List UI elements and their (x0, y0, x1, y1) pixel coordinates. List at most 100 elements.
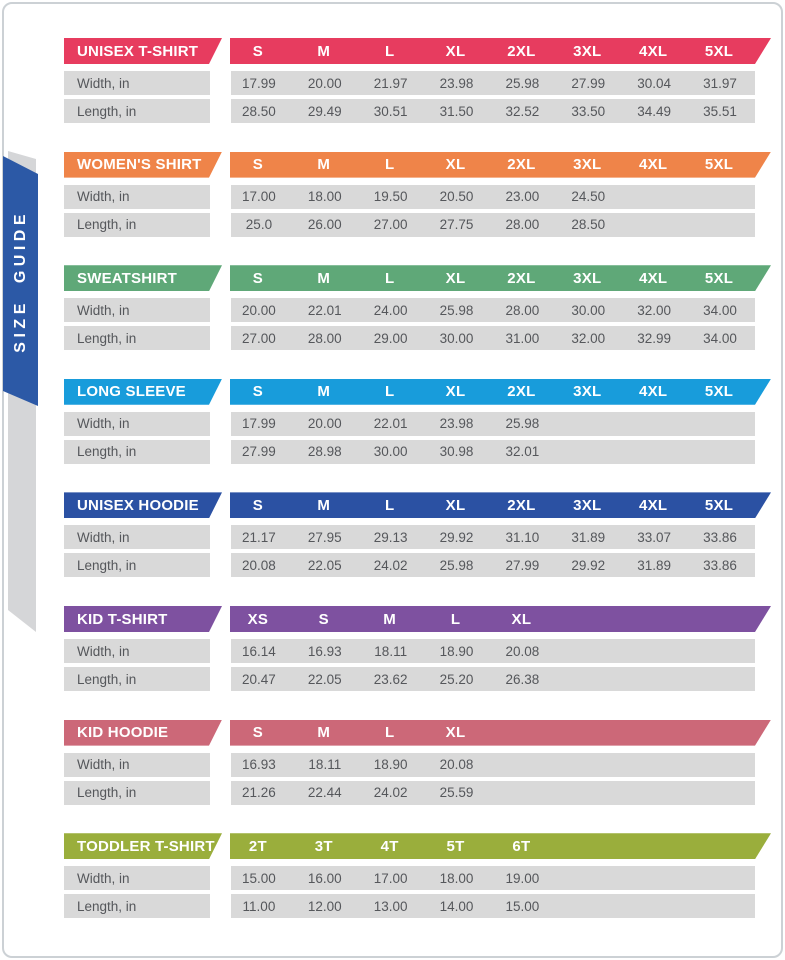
size-header-cell: S (252, 496, 264, 514)
size-header-band: XS S M L XL (230, 606, 771, 632)
size-header-cell: XL (445, 269, 466, 287)
size-header-cell: M (317, 383, 331, 401)
value-cell: 28.00 (505, 302, 540, 318)
table-row-width: Width, in 17.99 20.00 22.01 23.98 25.98 (64, 411, 771, 436)
row-label: Length, in (64, 212, 210, 237)
value-cell (687, 753, 753, 777)
size-header-cell (620, 833, 686, 859)
row-values: 25.0 26.00 27.00 27.75 28.00 28.50 (231, 212, 755, 237)
value-cell: 33.07 (637, 529, 672, 545)
value-cell: 16.93 (242, 757, 276, 773)
size-table-unisex-hoodie: UNISEX HOODIE S M L XL 2XL 3XL 4XL 5XL Width, in 2… (64, 492, 771, 578)
value-cell: 20.47 (242, 671, 276, 687)
row-values: 21.26 22.44 24.02 25.59 (231, 780, 755, 805)
size-header-cell: 4XL (638, 156, 668, 174)
size-header-columns: S M L XL 2XL 3XL 4XL 5XL (225, 265, 752, 291)
size-header-cell: XL (445, 42, 466, 60)
value-columns: 27.00 28.00 29.00 30.00 31.00 32.00 32.99 34.00 (226, 326, 753, 350)
value-cell (555, 412, 621, 436)
size-table-toddler-t-shirt: TODDLER T-SHIRT 2T 3T 4T 5T 6T Width, in 15.00 1… (64, 833, 771, 919)
row-label: Length, in (64, 780, 210, 805)
value-cell: 25.98 (439, 302, 474, 318)
table-title: TODDLER T-SHIRT (77, 837, 215, 855)
size-table-unisex-t-shirt: UNISEX T-SHIRT S M L XL 2XL 3XL 4XL 5XL Width, in… (64, 38, 771, 123)
table-title: UNISEX T-SHIRT (77, 42, 199, 60)
size-header-cell: L (384, 724, 395, 742)
value-cell (687, 185, 753, 209)
size-header-cell: 4XL (638, 496, 668, 514)
size-header-cell: XL (445, 724, 466, 742)
value-cell: 32.99 (637, 330, 672, 346)
value-cell: 30.00 (571, 302, 606, 318)
value-cell: 16.93 (307, 643, 342, 659)
table-header: UNISEX HOODIE S M L XL 2XL 3XL 4XL 5XL (64, 492, 771, 518)
value-cell (621, 213, 687, 237)
value-cell: 33.86 (703, 529, 737, 545)
size-header-cell: S (252, 383, 264, 401)
value-cell: 30.00 (439, 330, 474, 346)
size-header-cell (620, 606, 686, 632)
row-label-text: Length, in (77, 103, 137, 119)
value-cell: 29.49 (307, 103, 342, 119)
value-cell: 17.99 (242, 75, 276, 91)
value-cell (621, 639, 687, 663)
value-cell: 35.51 (703, 103, 737, 119)
value-cell (555, 639, 621, 663)
size-table-sweatshirt: SWEATSHIRT S M L XL 2XL 3XL 4XL 5XL Width, in 20.0… (64, 265, 771, 351)
size-table-kid-hoodie: KID HOODIE S M L XL Width, in 16.93 18.11 18.90 2… (64, 720, 771, 805)
row-values: 20.00 22.01 24.00 25.98 28.00 30.00 32.00 34.00 (231, 298, 755, 323)
size-header-cell: L (384, 269, 395, 287)
size-header-cell: 4XL (638, 269, 668, 287)
row-values: 11.00 12.00 13.00 14.00 15.00 (231, 894, 755, 919)
value-columns: 25.0 26.00 27.00 27.75 28.00 28.50 (226, 213, 753, 237)
size-header-cell: 2XL (507, 269, 536, 287)
value-cell: 12.00 (307, 898, 342, 914)
table-row-length: Length, in 27.00 28.00 29.00 30.00 31.00 32.00… (64, 326, 771, 351)
value-cell: 33.50 (571, 103, 606, 119)
value-columns: 28.50 29.49 30.51 31.50 32.52 33.50 34.49 35.51 (226, 99, 753, 123)
size-header-cell: XS (247, 610, 269, 628)
value-cell: 28.00 (505, 217, 540, 233)
size-header-cell (686, 720, 752, 746)
value-cell: 25.98 (439, 557, 474, 573)
value-cell: 19.00 (505, 870, 540, 886)
value-cell: 30.51 (373, 103, 408, 119)
value-cell: 25.98 (505, 416, 540, 432)
row-values: 20.47 22.05 23.62 25.20 26.38 (231, 667, 755, 691)
row-label-text: Length, in (77, 557, 137, 573)
table-header: KID HOODIE S M L XL (64, 720, 771, 746)
value-cell: 26.38 (505, 671, 540, 687)
row-values: 17.00 18.00 19.50 20.50 23.00 24.50 (231, 184, 755, 209)
value-cell: 18.00 (307, 189, 342, 205)
table-title-band: KID T-SHIRT (64, 606, 222, 632)
value-cell (621, 440, 687, 464)
row-label: Length, in (64, 439, 210, 464)
size-header-cell (489, 720, 555, 746)
row-label-text: Length, in (77, 444, 137, 460)
row-values: 15.00 16.00 17.00 18.00 19.00 (231, 866, 755, 891)
table-row-length: Length, in 20.08 22.05 24.02 25.98 27.99 29.92… (64, 553, 771, 578)
table-title: UNISEX HOODIE (77, 496, 199, 514)
size-header-cell: S (252, 724, 264, 742)
value-cell: 29.92 (439, 529, 474, 545)
row-label: Width, in (64, 525, 210, 550)
size-tables: UNISEX T-SHIRT S M L XL 2XL 3XL 4XL 5XL Width, in… (64, 38, 771, 928)
table-title-band: UNISEX T-SHIRT (64, 38, 222, 64)
size-header-cell: 5T (446, 837, 465, 855)
value-cell: 19.50 (373, 189, 408, 205)
row-values: 21.17 27.95 29.13 29.92 31.10 31.89 33.07 33.86 (231, 525, 755, 550)
value-columns: 20.08 22.05 24.02 25.98 27.99 29.92 31.89 33.86 (226, 553, 753, 577)
value-cell (687, 639, 753, 663)
table-row-width: Width, in 16.93 18.11 18.90 20.08 (64, 752, 771, 777)
size-header-columns: 2T 3T 4T 5T 6T (225, 833, 752, 859)
value-cell: 22.01 (373, 416, 408, 432)
value-cell: 32.00 (637, 302, 672, 318)
size-header-cell (620, 720, 686, 746)
value-cell: 34.00 (703, 330, 737, 346)
size-header-cell (686, 833, 752, 859)
row-label: Width, in (64, 639, 210, 663)
value-cell: 31.89 (637, 557, 672, 573)
value-cell: 18.00 (439, 870, 474, 886)
row-label: Width, in (64, 411, 210, 436)
value-cell: 20.00 (307, 416, 342, 432)
